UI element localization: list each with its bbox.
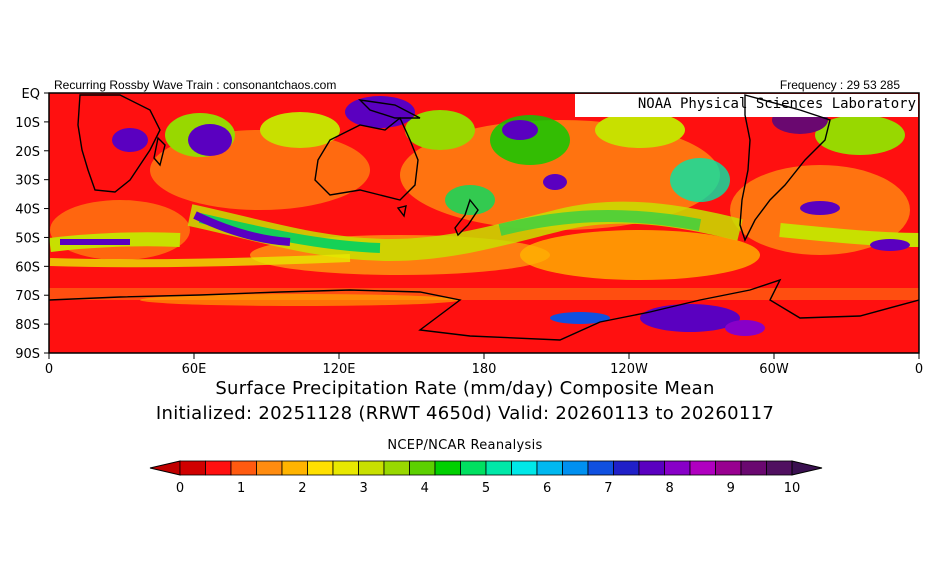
lat-label: 10S [15, 116, 40, 131]
colorbar-swatch [715, 460, 742, 476]
colorbar-tick-label: 4 [421, 481, 429, 496]
colorbar-tick-label: 7 [604, 481, 612, 496]
chart-title: Surface Precipitation Rate (mm/day) Comp… [215, 378, 715, 399]
colorbar-tick-label: 6 [543, 481, 551, 496]
lab-label-box [575, 94, 918, 117]
dataset-label: NCEP/NCAR Reanalysis [387, 438, 543, 453]
lat-label: 20S [15, 145, 40, 160]
lon-label: 0 [45, 362, 53, 377]
header-frequency: Frequency : 29 53 285 [779, 78, 900, 92]
colorbar-tick-label: 10 [784, 481, 801, 496]
colorbar-swatch [536, 460, 563, 476]
latitude-axis: EQ 10S 20S 30S 40S 50S 60S 70S 80S 90S [15, 87, 49, 362]
colorbar-swatch [179, 460, 206, 476]
lab-label: NOAA Physical Sciences Laboratory [637, 96, 916, 112]
colorbar-tick-label: 0 [176, 481, 184, 496]
lat-label: 70S [15, 289, 40, 304]
colorbar-swatch [383, 460, 410, 476]
longitude-axis: 0 60E 120E 180 120W 60W 0 [45, 353, 923, 377]
colorbar-max-arrow [791, 460, 823, 476]
colorbar-tick-label: 9 [727, 481, 735, 496]
colorbar-swatch [613, 460, 640, 476]
coastlines [49, 94, 919, 341]
colorbar-swatch [358, 460, 385, 476]
chart-subtitle: Initialized: 20251128 (RRWT 4650d) Valid… [155, 403, 775, 424]
colorbar-min-arrow [149, 460, 181, 476]
colorbar-swatch [587, 460, 614, 476]
colorbar-swatch [409, 460, 436, 476]
lat-label: EQ [22, 87, 40, 102]
colorbar-swatch [332, 460, 359, 476]
lon-label: 120W [610, 362, 648, 377]
lat-label: 30S [15, 174, 40, 189]
lon-label: 60E [182, 362, 207, 377]
colorbar-tick-label: 2 [298, 481, 306, 496]
colorbar-swatch [664, 460, 691, 476]
colorbar-swatch [766, 460, 793, 476]
colorbar-swatch [281, 460, 308, 476]
colorbar-swatch [230, 460, 257, 476]
lon-label: 0 [915, 362, 923, 377]
lon-label: 60W [759, 362, 789, 377]
colorbar-swatch [511, 460, 538, 476]
colorbar-tick-label: 1 [237, 481, 245, 496]
lat-label: 80S [15, 318, 40, 333]
lat-label: 40S [15, 203, 40, 218]
colorbar-swatch [307, 460, 334, 476]
lat-label: 90S [15, 347, 40, 362]
lat-label: 60S [15, 260, 40, 275]
lon-label: 120E [322, 362, 355, 377]
lon-label: 180 [472, 362, 497, 377]
colorbar-swatch [689, 460, 716, 476]
colorbar-tick-label: 5 [482, 481, 490, 496]
colorbar-swatch [256, 460, 283, 476]
colorbar-tick-label: 3 [359, 481, 367, 496]
colorbar-swatch [638, 460, 665, 476]
colorbar-swatch [434, 460, 461, 476]
lat-label: 50S [15, 231, 40, 246]
colorbar: 0 1 2 3 4 5 6 7 8 9 10 [149, 460, 823, 496]
header-credit: Recurring Rossby Wave Train : consonantc… [54, 78, 337, 92]
colorbar-swatch [485, 460, 512, 476]
precipitation-field [49, 93, 919, 353]
colorbar-swatch [460, 460, 487, 476]
colorbar-swatch [740, 460, 767, 476]
colorbar-tick-label: 8 [665, 481, 673, 496]
colorbar-swatch [562, 460, 589, 476]
colorbar-swatch [205, 460, 232, 476]
